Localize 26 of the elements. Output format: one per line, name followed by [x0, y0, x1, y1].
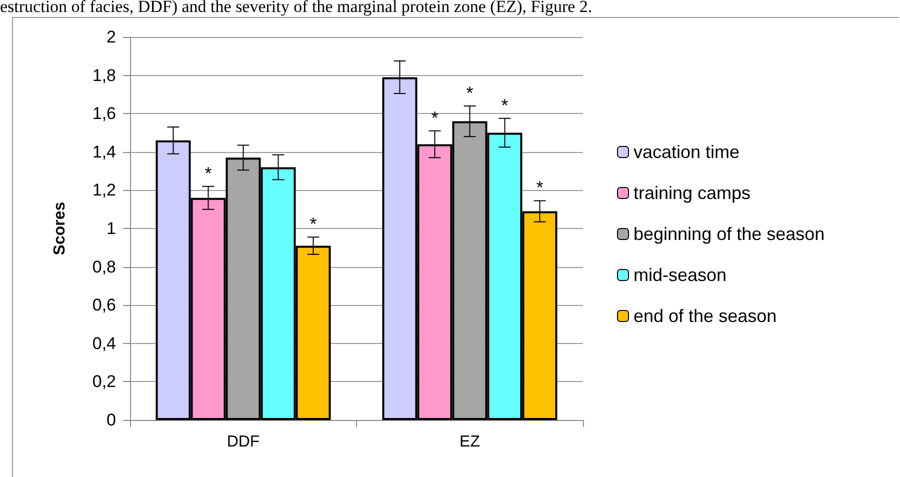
legend-label: training camps — [634, 183, 751, 203]
y-tick-label: 0 — [106, 410, 116, 430]
y-tick-label: 2 — [106, 28, 116, 46]
data-label: * — [466, 82, 474, 103]
y-axis-title: Scores — [52, 202, 68, 256]
text: estruction of facies, DDF) and the severity of the marginal protein zone (EZ), Figure 2. — [0, 0, 594, 16]
y-tick-label: 1,6 — [92, 104, 116, 124]
y-tick-label: 0,4 — [92, 334, 116, 353]
legend-label: beginning of the season — [634, 224, 825, 244]
y-tick-label: 0,2 — [92, 372, 116, 392]
y-tick-label: 0,6 — [92, 296, 116, 315]
legend-label: mid-season — [634, 265, 727, 285]
y-tick-label: 1,8 — [92, 66, 116, 85]
data-label: * — [310, 214, 317, 234]
y-tick-label: 0,8 — [92, 257, 116, 276]
data-label: * — [536, 178, 544, 198]
y-tick-label: 1,4 — [92, 142, 116, 162]
data-label: * — [204, 163, 212, 184]
x-tick-label: EZ — [460, 434, 480, 450]
legend-label: vacation time — [634, 142, 740, 162]
y-tick-label: 1 — [106, 219, 116, 238]
data-label: * — [431, 108, 438, 128]
legend-label: end of the season — [634, 306, 777, 326]
x-tick-label: DDF — [226, 434, 260, 450]
data-label: * — [501, 95, 508, 116]
y-tick-label: 1,2 — [92, 180, 116, 200]
